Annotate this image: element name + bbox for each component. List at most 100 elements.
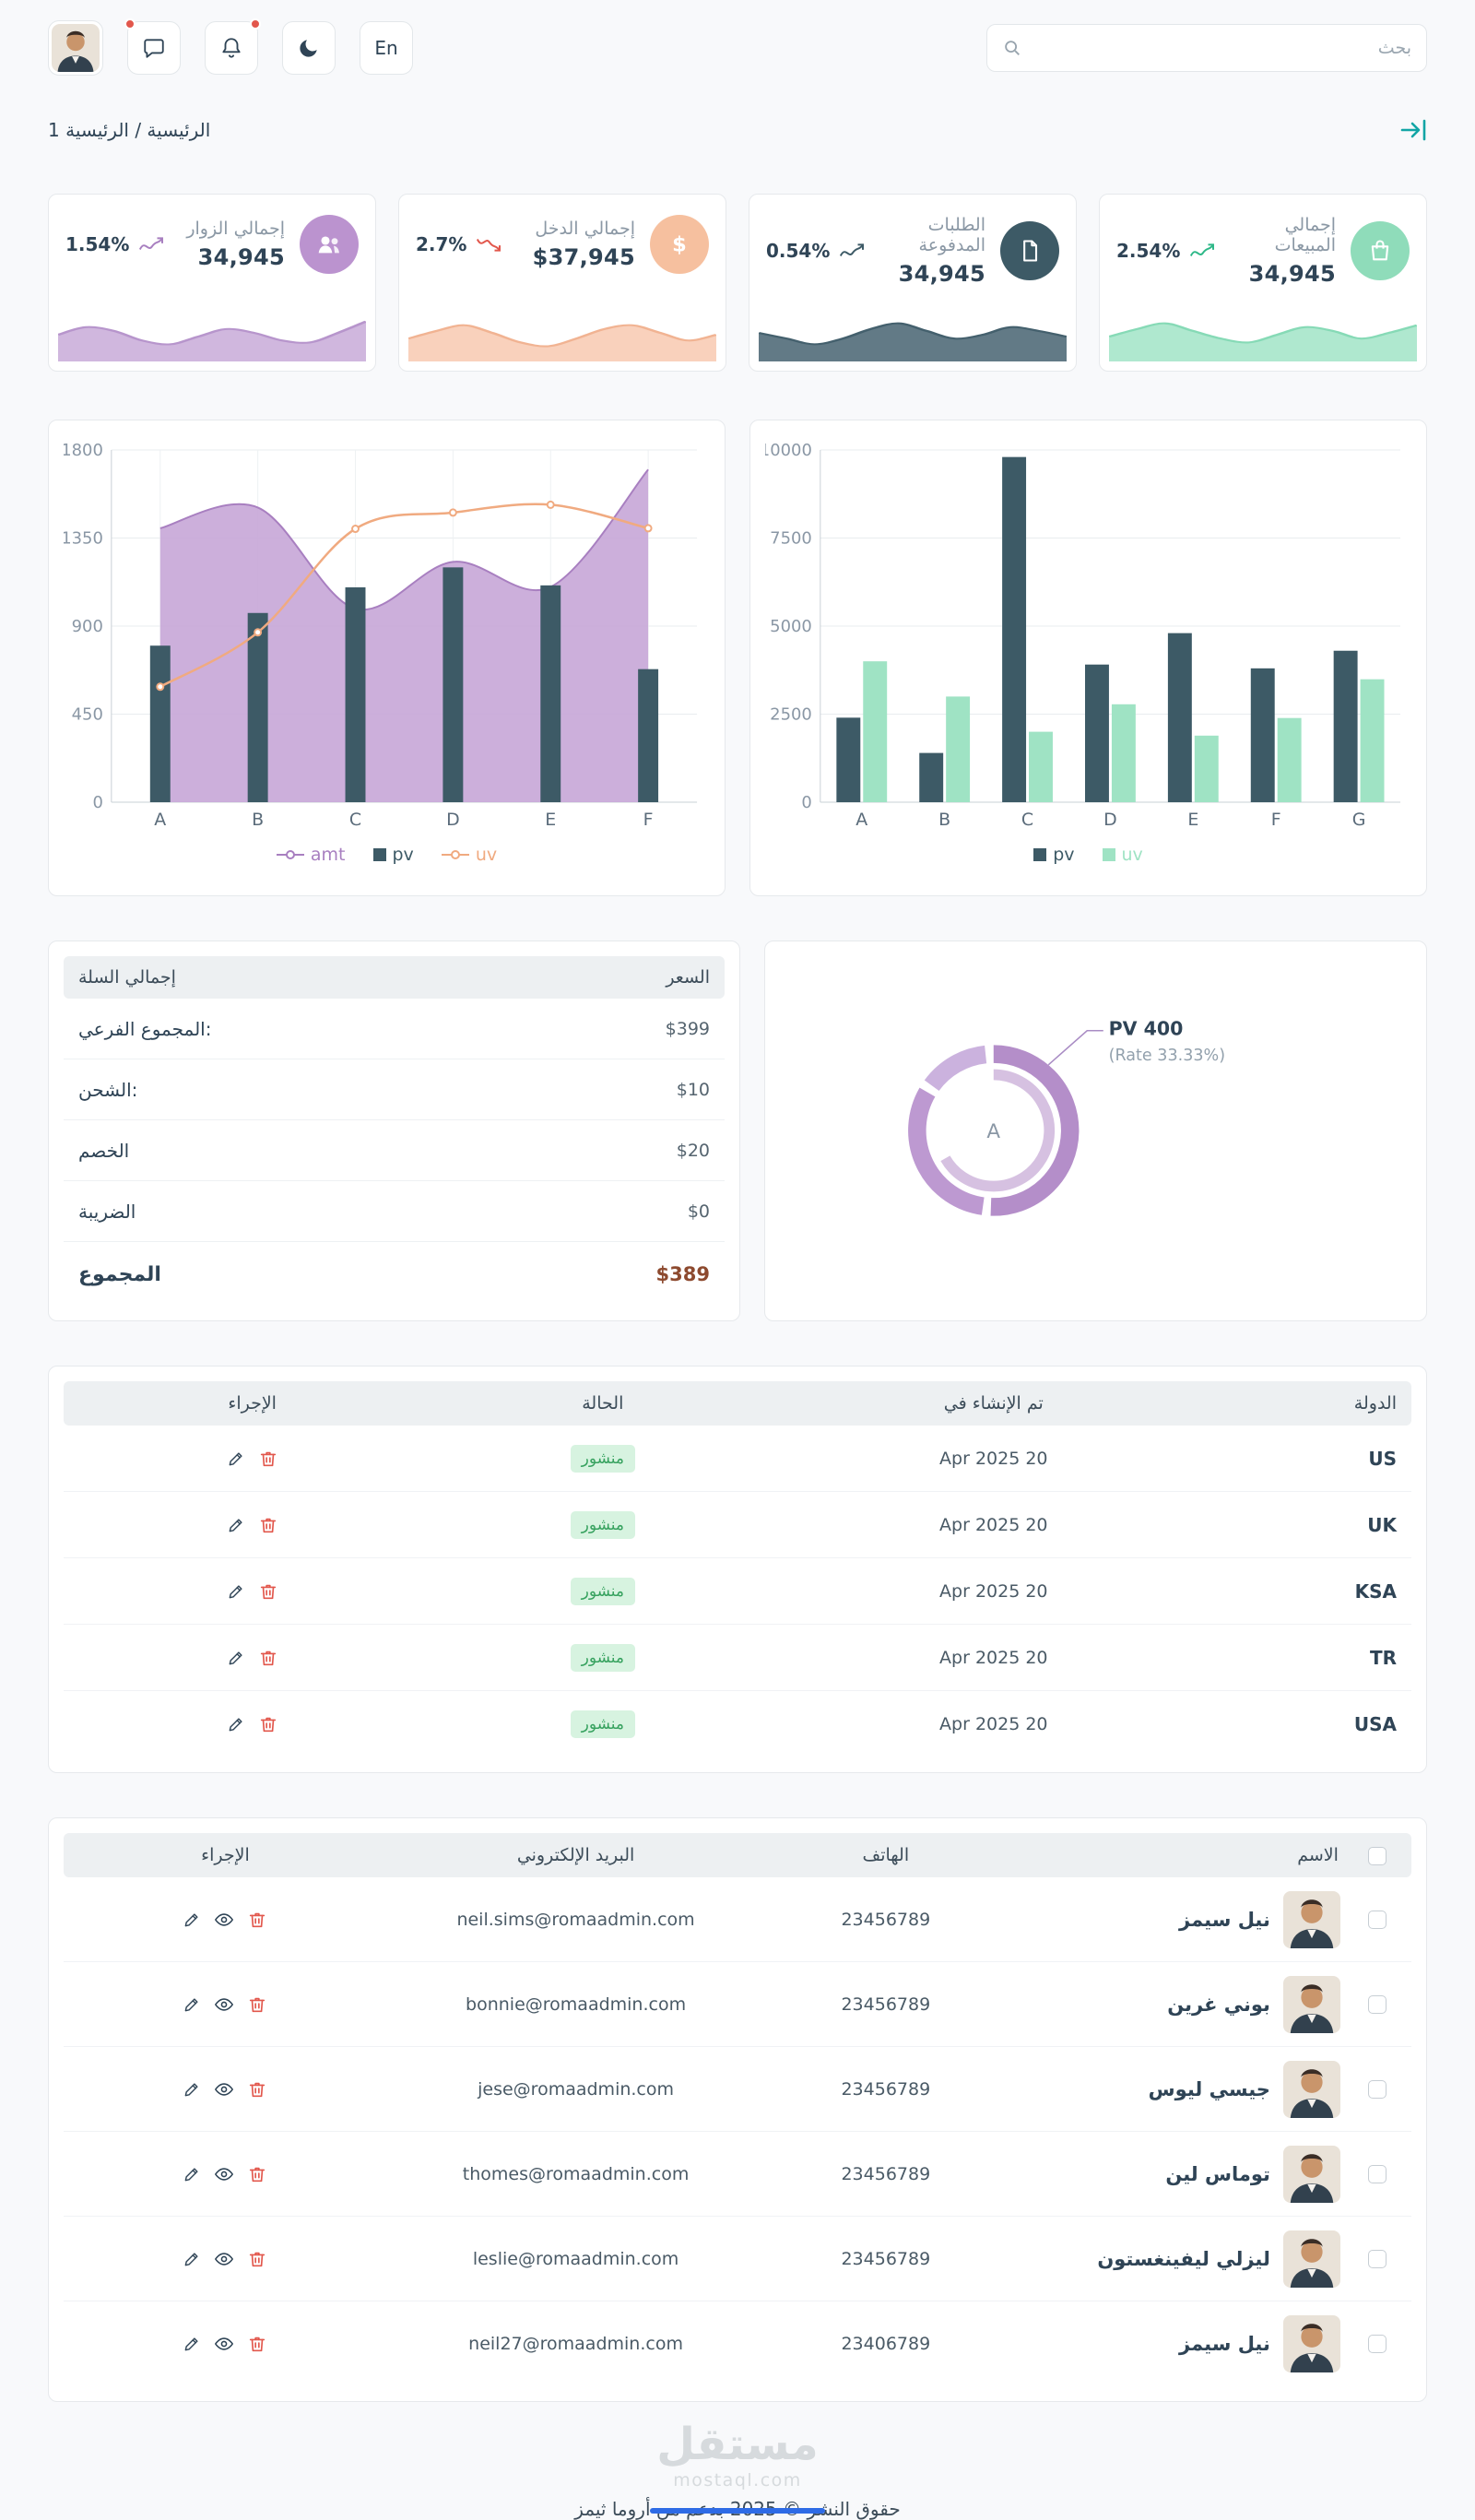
user-email: leslie@romaadmin.com (472, 2248, 679, 2269)
svg-text:900: 900 (72, 617, 103, 636)
country-row: US 20 Apr 2025 منشور (64, 1426, 1411, 1492)
user-avatar (1283, 1976, 1340, 2033)
legend-uv[interactable]: uv (441, 845, 497, 865)
delete-icon[interactable] (247, 2164, 267, 2184)
grouped-bar-chart: 0 2500 5000 7500 10000 A B C D E F G (760, 441, 1401, 830)
delete-icon[interactable] (258, 1648, 278, 1668)
view-icon[interactable] (214, 2164, 234, 2184)
document-icon (1000, 221, 1059, 280)
delete-icon[interactable] (247, 1910, 267, 1930)
row-checkbox[interactable] (1368, 1994, 1387, 2014)
legend-amt[interactable]: amt (276, 845, 346, 865)
edit-icon[interactable] (227, 1449, 245, 1468)
profile-avatar[interactable] (48, 20, 103, 76)
row-checkbox[interactable] (1368, 2164, 1387, 2183)
edit-icon[interactable] (227, 1516, 245, 1534)
user-phone: 23456789 (841, 2163, 931, 2184)
delete-icon[interactable] (247, 1994, 267, 2015)
delete-icon[interactable] (247, 2079, 267, 2100)
delete-icon[interactable] (258, 1449, 278, 1469)
user-phone: 23406789 (841, 2334, 931, 2354)
stat-card-income: 2.7% إجمالي الدخل $37,945 $ (398, 194, 726, 372)
edit-icon[interactable] (183, 2250, 201, 2268)
created-date: 20 Apr 2025 (939, 1647, 1048, 1668)
view-icon[interactable] (214, 2249, 234, 2269)
cart-title: إجمالي السلة (78, 967, 176, 988)
header-created-at: تم الإنشاء في (943, 1393, 1044, 1414)
row-checkbox[interactable] (1368, 2335, 1387, 2354)
bar-chart-panel: 0 2500 5000 7500 10000 A B C D E F G pv uv (749, 420, 1427, 896)
user-avatar (1283, 2061, 1340, 2118)
select-all-checkbox[interactable] (1368, 1846, 1387, 1865)
avatar-image (52, 24, 100, 72)
search-input[interactable] (1032, 38, 1411, 58)
charts-row: 0 450 900 1350 1800 A B C D E F amt pv uv 0 2500 5000 7… (48, 420, 1427, 896)
user-phone: 23456789 (841, 1909, 931, 1930)
edit-icon[interactable] (183, 1995, 201, 2014)
view-icon[interactable] (214, 2334, 234, 2354)
country-code: USA (1353, 1713, 1397, 1735)
delete-icon[interactable] (258, 1714, 278, 1734)
user-email: bonnie@romaadmin.com (466, 1994, 687, 2015)
user-row: توماس لين 23456789 thomes@romaadmin.com (64, 2132, 1411, 2217)
stat-percent: 2.7% (416, 233, 467, 255)
edit-icon[interactable] (183, 2335, 201, 2353)
created-date: 20 Apr 2025 (939, 1514, 1048, 1535)
stat-percent: 0.54% (766, 240, 831, 262)
row-checkbox[interactable] (1368, 2079, 1387, 2099)
edit-icon[interactable] (227, 1715, 245, 1733)
view-icon[interactable] (214, 1994, 234, 2015)
notifications-button[interactable] (205, 18, 261, 75)
edit-icon[interactable] (183, 2080, 201, 2099)
bell-icon (222, 38, 241, 58)
sidebar-toggle-arrow-icon[interactable] (1399, 118, 1427, 142)
stat-card-visitors: 1.54% إجمالي الزوار 34,945 (48, 194, 376, 372)
header-action: الإجراء (228, 1393, 277, 1414)
trend-up-icon (840, 243, 865, 257)
dark-mode-button[interactable] (282, 21, 336, 75)
cart-row-discount: الخصم $20 (64, 1120, 725, 1181)
svg-text:C: C (1021, 810, 1033, 830)
row-checkbox[interactable] (1368, 2249, 1387, 2268)
legend-pv[interactable]: pv (372, 845, 414, 865)
delete-icon[interactable] (258, 1581, 278, 1602)
user-row: ليزلي ليفينغستون 23456789 leslie@romaadmin… (64, 2217, 1411, 2301)
trend-up-icon (1190, 243, 1215, 257)
cart-label: الخصم (78, 1139, 130, 1162)
header-status: الحالة (582, 1393, 624, 1414)
svg-text:450: 450 (72, 704, 103, 724)
donut-chart-panel: A PV 400 (Rate 33.33%) (764, 941, 1427, 1321)
shopping-bag-icon (1351, 221, 1410, 280)
header-action: الإجراء (201, 1845, 250, 1865)
svg-text:E: E (545, 810, 556, 830)
cart-summary-panel: إجمالي السلة السعر المجموع الفرعي: $399 … (48, 941, 740, 1321)
search-icon (1005, 41, 1020, 55)
row-checkbox[interactable] (1368, 1910, 1387, 1929)
edit-icon[interactable] (183, 2165, 201, 2183)
delete-icon[interactable] (258, 1515, 278, 1535)
edit-icon[interactable] (183, 1911, 201, 1929)
search-box[interactable] (986, 24, 1427, 72)
view-icon[interactable] (214, 1910, 234, 1930)
cart-value: $10 (676, 1079, 710, 1100)
user-name: نيل سيمز (1179, 2333, 1270, 2355)
svg-text:A: A (986, 1120, 1000, 1143)
country-code: KSA (1354, 1579, 1397, 1603)
delete-icon[interactable] (247, 2249, 267, 2269)
stat-title: الطلبات المدفوعة (918, 215, 985, 255)
language-button[interactable]: En (360, 21, 413, 75)
cart-total-value: $389 (655, 1263, 710, 1285)
view-icon[interactable] (214, 2079, 234, 2100)
composed-chart: 0 450 900 1350 1800 A B C D E F (61, 441, 698, 830)
edit-icon[interactable] (227, 1582, 245, 1601)
svg-text:G: G (1352, 810, 1366, 830)
country-row: UK 20 Apr 2025 منشور (64, 1492, 1411, 1558)
messages-button[interactable] (124, 18, 181, 75)
cart-label: المجموع الفرعي: (78, 1017, 212, 1040)
svg-text:D: D (446, 810, 460, 830)
delete-icon[interactable] (247, 2334, 267, 2354)
legend-pv[interactable]: pv (1033, 845, 1075, 865)
stat-card-sales: 2.54% إجمالي المبيعات 34,945 (1099, 194, 1427, 372)
legend-uv[interactable]: uv (1102, 845, 1143, 865)
edit-icon[interactable] (227, 1649, 245, 1667)
